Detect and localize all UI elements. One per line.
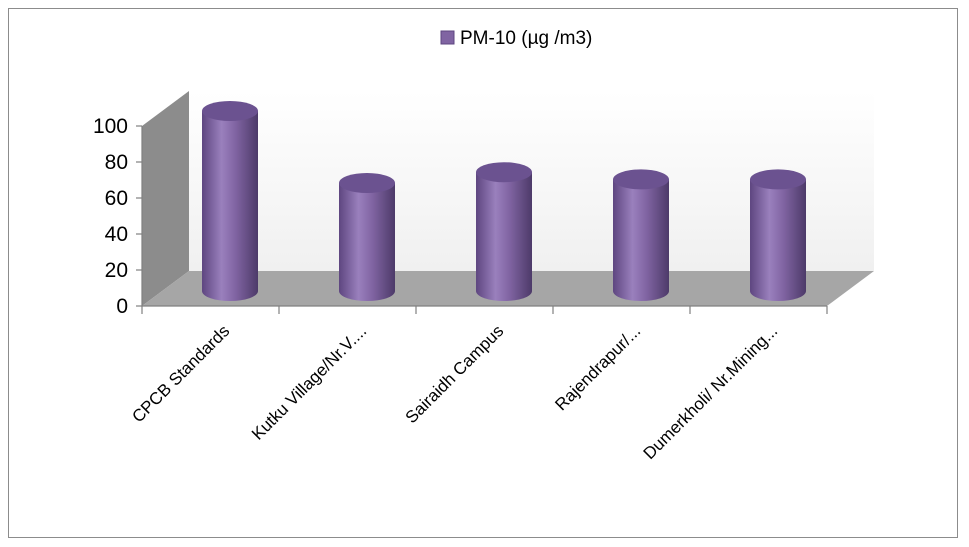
category-label: Kutku Village/Nr.V.... <box>248 321 370 443</box>
bar-body <box>750 179 806 301</box>
y-tick-label: 40 <box>105 223 128 246</box>
category-label: Rajendrapur/... <box>551 321 644 414</box>
bar-top <box>613 169 669 190</box>
bar-body <box>476 172 532 301</box>
category-labels: CPCB Standards Kutku Village/Nr.V.... Sair… <box>128 321 781 463</box>
category-label: CPCB Standards <box>128 321 233 426</box>
category-label: Sairaidh Campus <box>402 321 508 427</box>
bar-top <box>476 162 532 183</box>
bar <box>750 169 806 301</box>
y-tick-label: 60 <box>105 187 128 210</box>
side-wall <box>142 91 189 306</box>
bar-body <box>339 183 395 301</box>
bar-body <box>613 179 669 301</box>
category-label: Dumerkholi/ Nr.Mining... <box>640 321 782 463</box>
y-tick-label: 100 <box>93 115 128 138</box>
bar-top <box>202 101 258 121</box>
y-tick-label: 80 <box>105 151 128 174</box>
y-tick-label: 20 <box>105 259 128 282</box>
legend-label: PM-10 (µg /m3) <box>460 28 592 49</box>
bar <box>339 173 395 301</box>
legend: PM-10 (µg /m3) <box>440 28 592 49</box>
bar <box>202 101 258 301</box>
bar-body <box>202 111 258 301</box>
y-axis-ticks: 0 20 40 60 80 100 <box>93 115 142 318</box>
x-axis-ticks <box>141 306 828 314</box>
y-tick-label: 0 <box>116 295 128 318</box>
bar <box>476 162 532 301</box>
chart-frame: 0 20 40 60 80 100 CPCB Standards Kutku Village… <box>8 8 958 538</box>
legend-swatch <box>440 30 455 45</box>
chart-svg: 0 20 40 60 80 100 CPCB Standards Kutku Village… <box>93 28 874 463</box>
bar-top <box>750 169 806 190</box>
bars <box>202 101 806 301</box>
bar-top <box>339 173 395 193</box>
bar <box>613 169 669 301</box>
